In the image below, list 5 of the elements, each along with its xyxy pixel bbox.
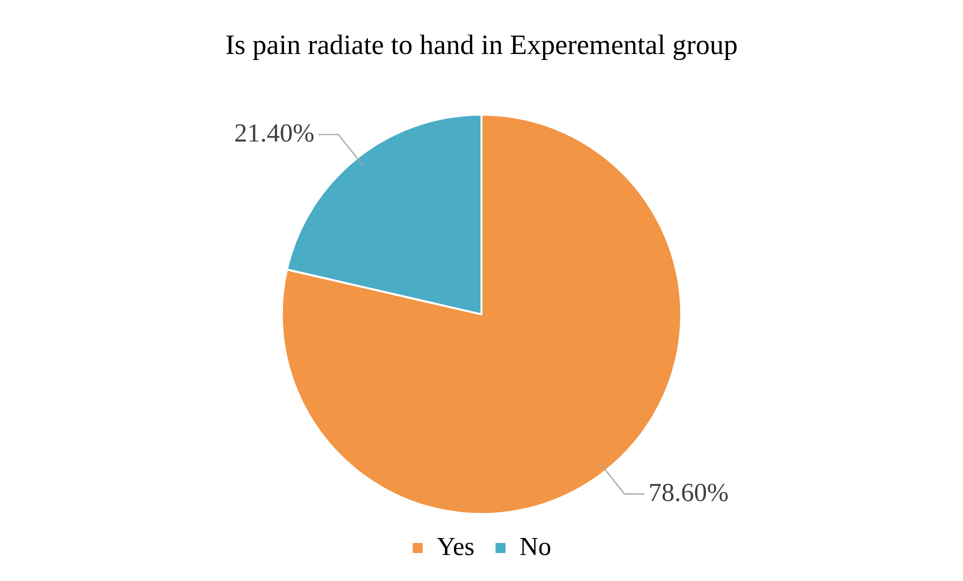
- chart-title: Is pain radiate to hand in Experemental group: [225, 30, 738, 62]
- data-label: 78.60%: [648, 478, 729, 507]
- legend-label: Yes: [436, 532, 475, 561]
- data-label: 21.40%: [234, 118, 314, 148]
- legend-label: No: [520, 532, 552, 561]
